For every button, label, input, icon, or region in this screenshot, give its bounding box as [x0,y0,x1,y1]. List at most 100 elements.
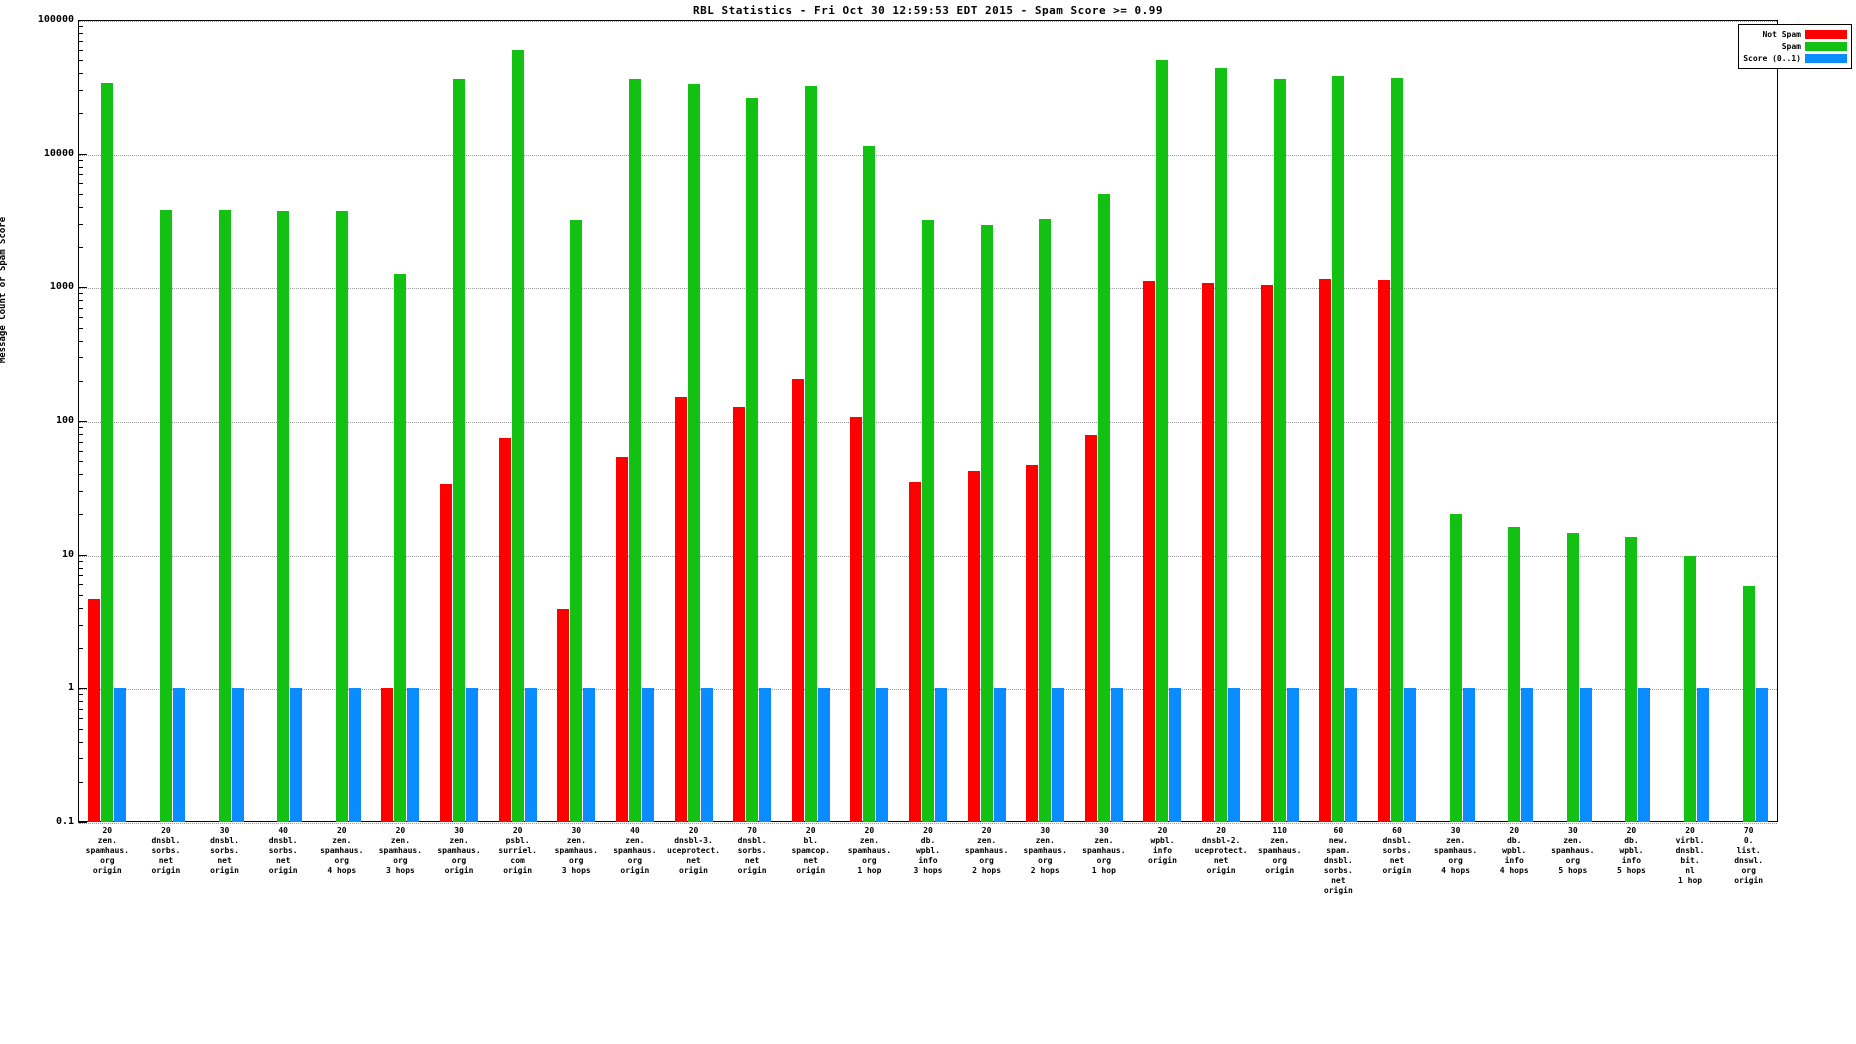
x-axis-tick-label: 20 zen. spamhaus. org 2 hops [964,826,1009,875]
y-tick-mark [78,32,83,34]
y-tick-mark [78,688,87,690]
y-tick-mark [78,728,83,730]
legend-swatch-spam [1805,42,1847,51]
bar-spam [1097,193,1110,822]
bar-spam [980,224,993,822]
y-tick-mark [78,166,83,168]
x-axis-tick-label: 30 zen. spamhaus. org 2 hops [1023,826,1067,875]
y-tick-mark [78,694,83,696]
bars-layer [78,20,1778,822]
bar-spam [218,209,231,822]
bar-score [466,688,479,822]
y-tick-mark [78,474,83,476]
x-axis-labels: 20 zen. spamhaus. org origin 20 dnsbl. so… [78,826,1778,936]
x-axis-tick-label: 30 zen. spamhaus. org 1 hop [1082,826,1126,875]
x-axis-tick-label: 20 db. wpbl. info 5 hops [1616,826,1646,875]
bar-spam [1215,67,1228,822]
bar-score [876,688,889,822]
y-tick-mark [78,554,87,556]
y-tick-mark [78,174,83,176]
bar-spam [1742,586,1755,822]
y-tick-mark [78,709,83,711]
gridline-major [79,823,1777,824]
legend-item-spam: Spam [1743,41,1847,52]
x-axis-tick-label: 20 wpbl. info origin [1148,826,1177,865]
y-tick-mark [78,433,83,435]
x-axis-tick-label: 20 zen. spamhaus. org 1 hop [847,826,892,875]
bar-spam [1332,76,1345,822]
bar-score [290,688,303,822]
bar-spam [101,82,114,822]
y-tick-mark [78,380,83,382]
bar-spam [159,209,172,822]
x-axis-tick-label: 30 zen. spamhaus. org origin [437,826,481,875]
y-tick-mark [78,327,83,329]
y-tick-mark [78,89,83,91]
bar-score [935,688,947,822]
bar-score [1169,688,1182,822]
y-tick-mark [78,584,83,586]
x-axis-tick-label: 20 psbl. surriel. com origin [498,826,537,875]
y-tick-mark [78,461,83,463]
y-tick-label: 100000 [37,14,74,25]
bar-score [348,688,361,822]
legend-label-score: Score (0..1) [1743,54,1801,63]
x-axis-tick-label: 40 dnsbl. sorbs. net origin [268,826,298,875]
bar-notspam [1084,435,1097,822]
bar-notspam [909,481,921,822]
y-tick-mark [78,316,83,318]
y-tick-label: 100 [55,415,74,426]
bar-score [172,688,185,822]
x-axis-tick-label: 30 zen. spamhaus. org 4 hops [1433,826,1478,875]
x-axis-tick-label: 20 zen. spamhaus. org 4 hops [320,826,364,875]
x-axis-tick-label: 20 dnsbl. sorbs. net origin [151,826,181,875]
y-tick-label: 0.1 [55,816,74,827]
y-tick-mark [78,701,83,703]
y-tick-mark [78,193,83,195]
y-tick-mark [78,159,83,161]
bar-notspam [557,609,570,822]
y-tick-mark [78,421,87,422]
gridline-major [79,154,1777,156]
bar-spam [628,79,641,822]
y-tick-mark [78,567,83,569]
x-axis-tick-label: 40 zen. spamhaus. org origin [613,826,657,875]
y-tick-mark [78,514,83,516]
bar-spam [570,219,583,822]
gridline-major [79,21,1777,22]
bar-notspam [498,437,511,822]
y-tick-mark [78,293,83,295]
y-tick-mark [78,20,87,21]
bar-notspam [967,471,980,822]
bar-spam [1625,537,1638,822]
legend-item-score: Score (0..1) [1743,53,1847,64]
y-tick-mark [78,113,83,115]
bar-spam [1449,514,1462,822]
bar-score [1755,688,1768,822]
y-tick-mark [78,607,83,609]
bar-spam [453,79,466,822]
y-tick-mark [78,340,83,342]
bar-spam [804,86,817,822]
bar-notspam [1202,282,1215,822]
bar-notspam [615,456,628,822]
x-axis-tick-label: 20 virbl. dnsbl. bit. nl 1 hop [1675,826,1705,885]
y-tick-mark [78,300,83,302]
y-tick-mark [78,40,83,42]
bar-score [817,688,830,822]
x-axis-tick-label: 110 zen. spamhaus. org origin [1258,826,1302,875]
chart-legend: Not Spam Spam Score (0..1) [1738,24,1852,69]
y-tick-mark [78,247,83,249]
y-tick-mark [78,450,83,452]
x-axis-tick-label: 20 dnsbl-3. uceprotect. net origin [667,826,720,875]
bar-spam [1156,60,1169,822]
y-tick-mark [78,781,83,783]
bar-spam [1273,79,1286,822]
bar-notspam [674,397,687,822]
y-tick-mark [78,741,83,743]
bar-notspam [850,416,863,822]
y-tick-mark [78,60,83,62]
y-tick-mark [78,441,83,443]
bar-score [1345,688,1358,822]
x-axis-tick-label: 20 db. wpbl. info 4 hops [1499,826,1529,875]
